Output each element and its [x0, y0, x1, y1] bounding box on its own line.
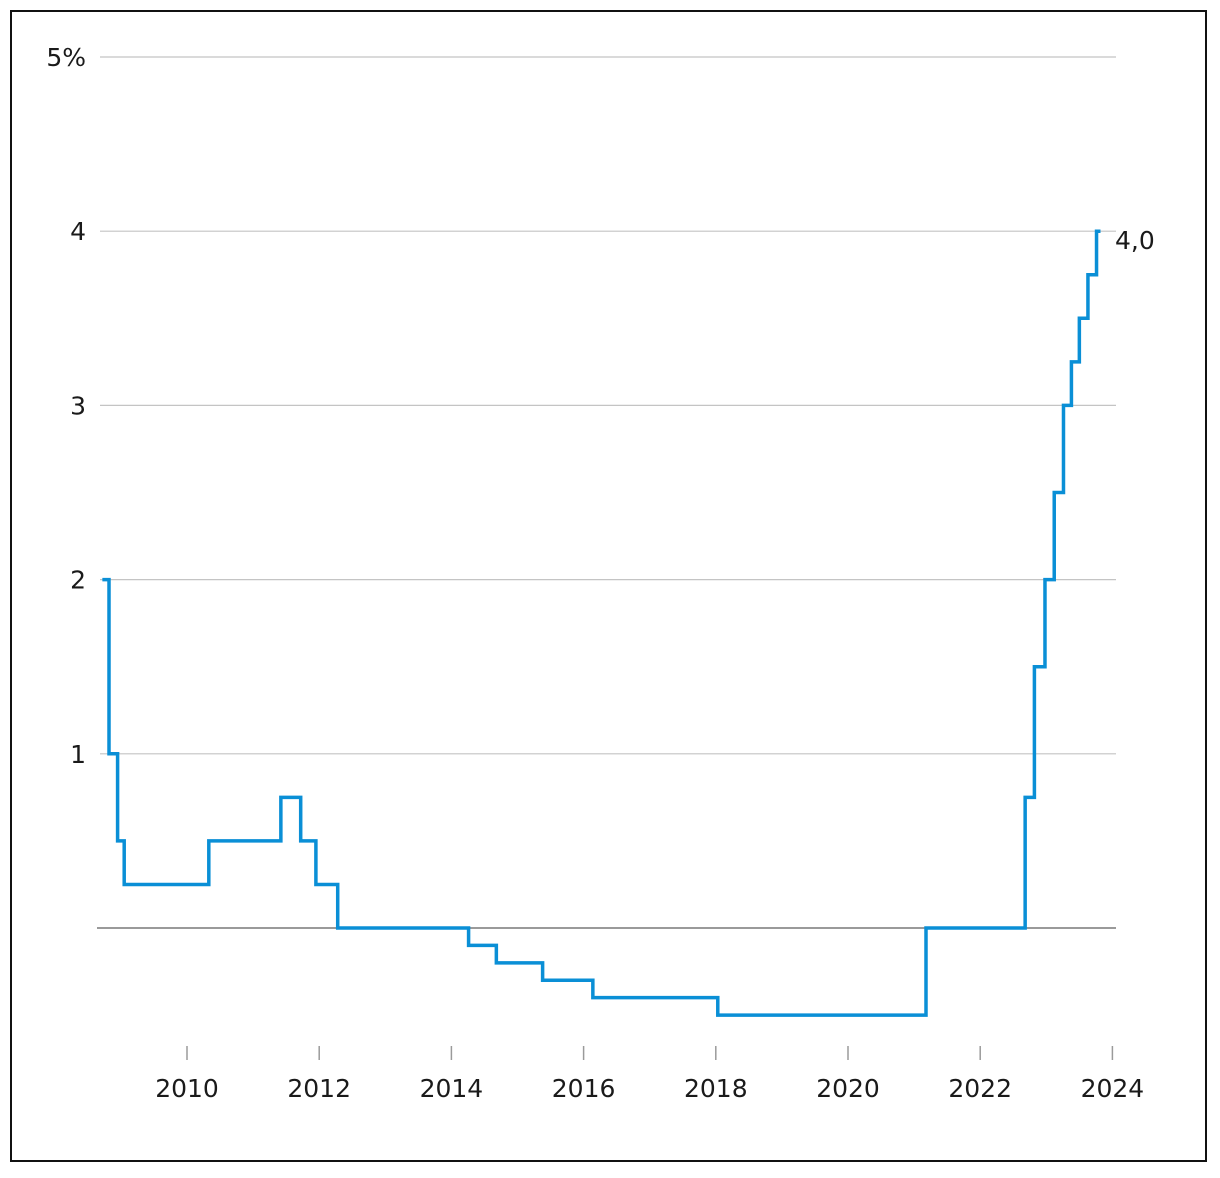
- x-tick-label-2020: 2020: [816, 1074, 880, 1103]
- y-tick-label-3: 3: [70, 391, 86, 420]
- y-tick-label-1: 1: [70, 740, 86, 769]
- x-tick-label-2018: 2018: [684, 1074, 748, 1103]
- x-tick-label-2016: 2016: [552, 1074, 616, 1103]
- x-tick-label-2010: 2010: [155, 1074, 219, 1103]
- x-tick-label-2022: 2022: [948, 1074, 1012, 1103]
- y-tick-label-4: 4: [70, 217, 86, 246]
- y-tick-label-5: 5%: [46, 43, 86, 72]
- x-tick-label-2024: 2024: [1081, 1074, 1145, 1103]
- chart-frame: [10, 10, 1207, 1162]
- x-tick-label-2014: 2014: [420, 1074, 484, 1103]
- end-value-label: 4,0: [1115, 226, 1155, 255]
- y-tick-label-2: 2: [70, 566, 86, 595]
- series-line-0: [102, 229, 1101, 1017]
- x-tick-label-2012: 2012: [287, 1074, 351, 1103]
